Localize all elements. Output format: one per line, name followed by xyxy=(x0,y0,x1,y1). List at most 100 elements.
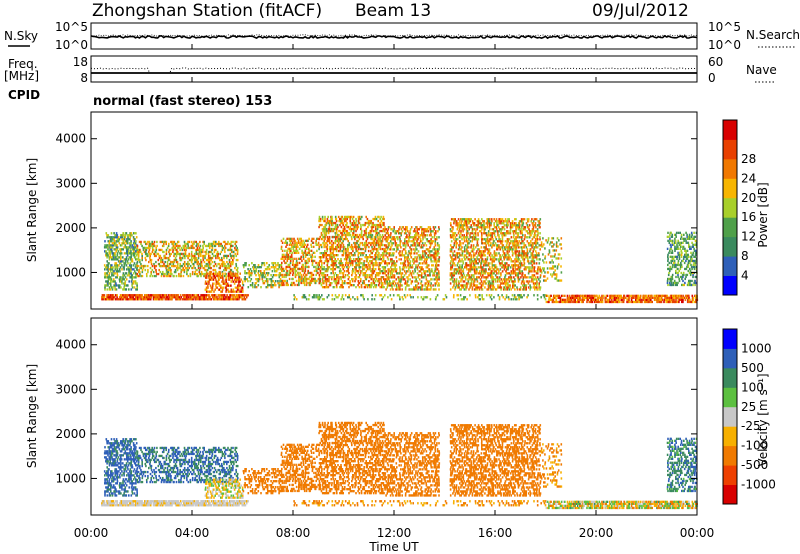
power-cell xyxy=(331,221,333,225)
power-cell xyxy=(130,258,132,261)
power-cell xyxy=(491,220,493,223)
power-cell xyxy=(174,270,177,274)
power-cell xyxy=(466,228,468,231)
power-cell xyxy=(358,264,361,267)
power-cell xyxy=(351,233,354,237)
power-cell xyxy=(466,264,468,267)
power-cell xyxy=(342,272,345,275)
power-cell xyxy=(490,274,492,277)
power-cell xyxy=(437,272,439,275)
power-cell xyxy=(211,244,214,248)
power-cell xyxy=(456,264,459,267)
power-cell xyxy=(381,217,384,221)
power-cell xyxy=(453,234,456,237)
power-cell xyxy=(114,236,116,239)
power-cell xyxy=(364,266,366,269)
power-cell xyxy=(323,276,325,279)
power-cell xyxy=(451,230,453,233)
power-cell xyxy=(398,278,400,281)
power-cell xyxy=(461,270,463,273)
power-cell xyxy=(422,268,424,271)
power-cell xyxy=(284,273,286,277)
power-cell xyxy=(210,242,212,246)
power-cell xyxy=(324,225,327,229)
power-cell xyxy=(126,268,128,271)
power-cell xyxy=(241,294,243,297)
power-cell xyxy=(378,225,381,229)
power-cell xyxy=(414,256,416,259)
power-cell xyxy=(504,234,507,237)
power-cell xyxy=(430,256,432,259)
power-cell xyxy=(189,264,192,268)
power-cell xyxy=(390,228,392,231)
power-cell xyxy=(382,235,385,239)
power-cell xyxy=(138,270,140,274)
power-cell xyxy=(164,264,166,268)
power-cell xyxy=(423,256,425,259)
power-cell xyxy=(218,298,220,301)
power-cell xyxy=(355,225,358,229)
power-cell xyxy=(318,276,321,279)
power-cell xyxy=(197,248,200,252)
power-cell xyxy=(458,230,460,233)
power-cell xyxy=(141,268,144,272)
power-cell xyxy=(414,270,416,273)
power-cell xyxy=(201,294,204,297)
power-cell xyxy=(352,284,354,287)
power-cell xyxy=(476,256,478,259)
power-cell xyxy=(342,254,344,257)
power-cell xyxy=(327,237,330,241)
power-cell xyxy=(454,258,457,261)
power-cell xyxy=(324,229,326,233)
power-cell xyxy=(249,284,252,287)
power-cell xyxy=(333,278,336,281)
power-cell xyxy=(485,264,487,267)
power-cell xyxy=(460,236,462,239)
power-cell xyxy=(434,244,437,247)
power-cell xyxy=(124,294,127,297)
power-cell xyxy=(486,218,488,221)
power-cell xyxy=(400,254,402,257)
power-cell xyxy=(284,261,286,265)
power-cell xyxy=(218,256,220,260)
power-cell xyxy=(217,294,220,297)
power-cell xyxy=(209,276,212,279)
power-cell xyxy=(489,268,492,271)
power-cell xyxy=(147,298,149,301)
power-cell xyxy=(390,266,392,269)
power-cell xyxy=(179,266,181,270)
power-cell xyxy=(452,286,454,289)
power-cell xyxy=(390,270,393,273)
power-cell xyxy=(329,241,332,245)
power-cell xyxy=(318,256,321,259)
power-cell xyxy=(291,241,294,245)
power-cell xyxy=(280,265,283,269)
power-cell xyxy=(203,260,206,264)
power-cell xyxy=(501,270,504,273)
power-cell xyxy=(125,256,128,259)
power-cell xyxy=(383,280,386,283)
power-cell xyxy=(333,227,336,231)
power-cell xyxy=(409,260,412,263)
power-cell xyxy=(353,225,356,229)
power-cell xyxy=(119,276,121,279)
power-cell xyxy=(209,262,211,266)
power-cell xyxy=(413,276,416,279)
power-cell xyxy=(230,248,233,252)
power-cell xyxy=(372,239,375,243)
power-cell xyxy=(450,266,452,269)
power-cell xyxy=(169,248,172,252)
power-cell xyxy=(499,228,501,231)
power-cell xyxy=(419,234,422,237)
power-cell xyxy=(339,264,341,267)
power-cell xyxy=(347,249,349,253)
power-cell xyxy=(356,258,359,261)
power-cell xyxy=(490,236,492,239)
power-cell xyxy=(121,264,123,267)
power-cell xyxy=(184,252,187,256)
power-cell xyxy=(415,276,417,279)
power-cell xyxy=(222,286,225,289)
power-cell xyxy=(136,254,138,257)
power-cell xyxy=(368,264,370,267)
power-cell xyxy=(383,247,385,251)
